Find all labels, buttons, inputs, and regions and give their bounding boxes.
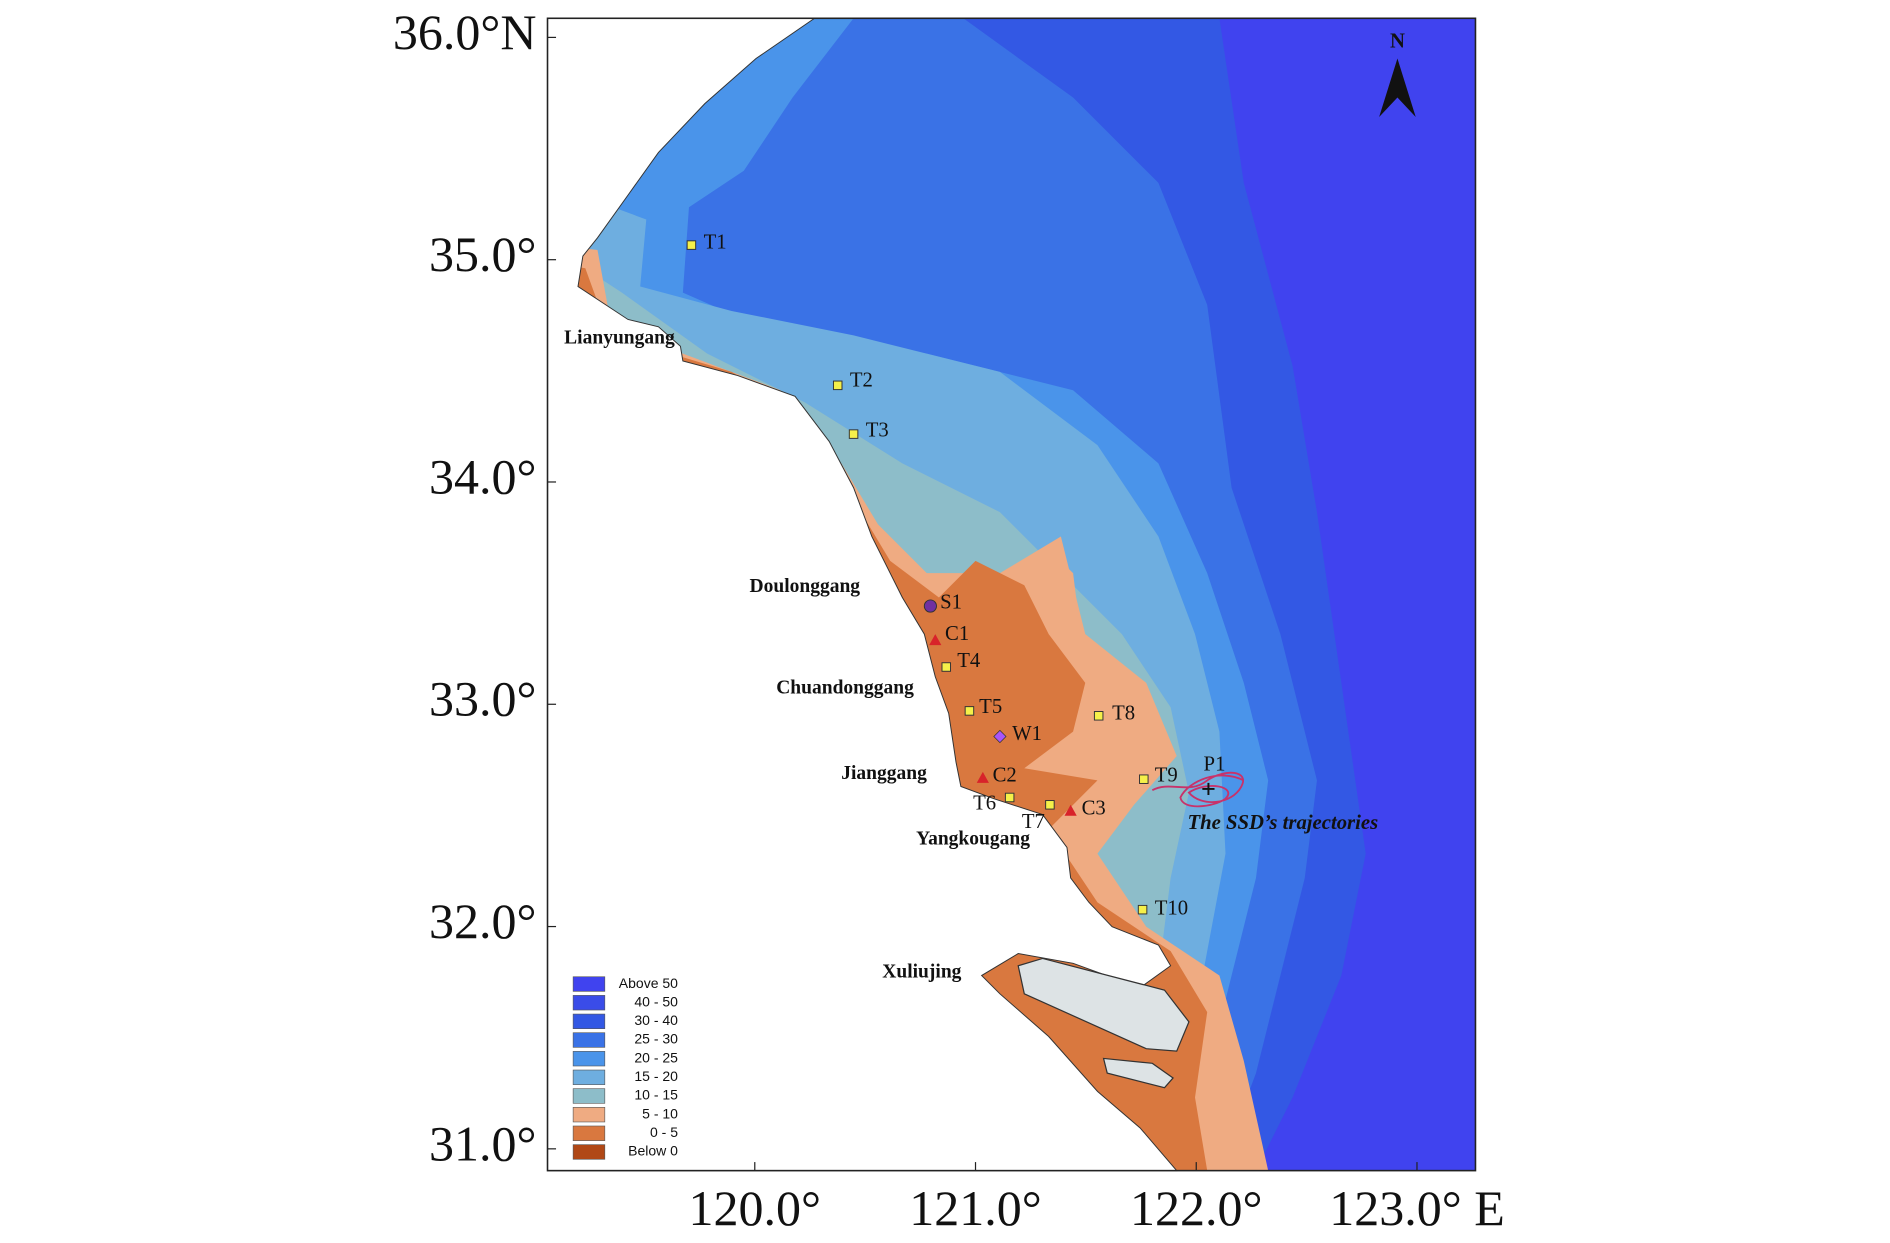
station-marker [964, 706, 975, 716]
station-marker [832, 380, 843, 391]
station-label: W1 [1012, 723, 1042, 745]
north-arrow [1379, 58, 1416, 118]
legend-label: 40 - 50 [634, 993, 678, 1009]
station-label: C1 [945, 623, 969, 645]
place-label: Xuliujing [882, 962, 961, 983]
legend-swatch [572, 1051, 606, 1067]
legend-swatch [572, 1144, 606, 1160]
legend-label: 30 - 40 [634, 1012, 678, 1028]
x-tick-label: 122.0° [1130, 1180, 1263, 1236]
legend-swatch [572, 995, 606, 1011]
station-label: T2 [850, 369, 873, 391]
sand-ridge [1042, 548, 1080, 635]
station-label: T9 [1155, 765, 1178, 787]
legend-swatch [572, 1069, 606, 1085]
place-label: Yangkougang [916, 829, 1030, 850]
station-marker [686, 240, 697, 250]
y-tick-label: 32.0° [429, 893, 537, 949]
station-marker [941, 662, 952, 672]
trajectory [1151, 771, 1245, 808]
station-label: T4 [957, 650, 981, 672]
station-label: T6 [973, 793, 996, 815]
legend-label: 0 - 5 [650, 1124, 678, 1140]
station-marker [976, 771, 989, 783]
legend-label: 15 - 20 [634, 1068, 678, 1084]
x-tick-label: 123.0° E [1329, 1180, 1505, 1236]
legend-label: 20 - 25 [634, 1049, 678, 1065]
legend-swatch [572, 1013, 606, 1029]
station-label: C2 [993, 765, 1017, 787]
station-label: T5 [979, 696, 1002, 718]
legend-swatch [572, 1125, 606, 1141]
station-marker [923, 599, 937, 613]
station-marker [1045, 800, 1055, 810]
legend-label: 5 - 10 [642, 1105, 678, 1121]
place-label: Jianggang [841, 763, 927, 784]
north-label: N [1390, 30, 1405, 52]
station-marker [993, 729, 1007, 744]
station-label: P1 [1204, 754, 1226, 776]
legend-swatch [572, 976, 606, 992]
y-tick-label: 36.0°N [393, 4, 537, 60]
station-marker [1093, 711, 1104, 721]
legend-label: 10 - 15 [634, 1087, 678, 1103]
y-tick-label: 34.0° [429, 448, 537, 504]
legend-swatch [572, 1088, 606, 1104]
place-label: Chuandonggang [776, 677, 914, 698]
island [1102, 1057, 1174, 1089]
x-tick-label: 120.0° [689, 1180, 822, 1236]
station-label: C3 [1082, 797, 1106, 819]
station-marker [1202, 782, 1215, 796]
land [547, 17, 1178, 1172]
station-label: T1 [704, 232, 727, 254]
y-tick-label: 33.0° [429, 671, 537, 727]
legend-swatch [572, 1032, 606, 1048]
station-label: T10 [1155, 897, 1188, 919]
y-tick-label: 35.0° [429, 226, 537, 282]
legend-label: Above 50 [619, 975, 678, 991]
legend-label: Below 0 [628, 1143, 678, 1159]
station-marker [1064, 804, 1077, 816]
station-label: T7 [1022, 811, 1045, 833]
station-marker [1137, 904, 1148, 915]
map-body: N 120.0° 121.0° 122.0° 123.0° E 36.0°N 35.0° 3… [393, 4, 1505, 1236]
legend-label: 25 - 30 [634, 1031, 678, 1047]
station-marker [1004, 792, 1015, 803]
frame [546, 17, 1477, 1172]
place-label: Doulonggang [750, 576, 861, 597]
station-label: T3 [866, 419, 889, 441]
station-marker [929, 634, 942, 646]
station-marker [848, 429, 859, 439]
station-label: S1 [940, 591, 962, 613]
x-tick-label: 121.0° [909, 1180, 1041, 1236]
place-label: Lianyungang [564, 327, 675, 348]
station-label: T8 [1112, 702, 1135, 724]
station-marker [1139, 774, 1149, 784]
island [1017, 957, 1190, 1052]
trajectory-label: The SSD’s trajectories [1187, 812, 1378, 834]
legend-swatch [572, 1107, 606, 1123]
y-tick-label: 31.0° [429, 1115, 537, 1171]
